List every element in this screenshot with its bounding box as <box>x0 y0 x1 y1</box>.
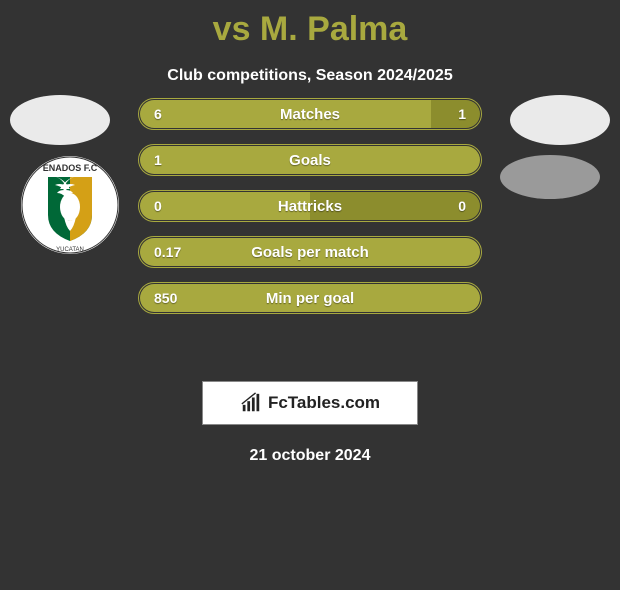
bar-chart-icon <box>240 392 262 414</box>
stat-row: 10Goals <box>140 146 480 174</box>
page-title: vs M. Palma <box>0 10 620 49</box>
bar-left: 0 <box>140 192 310 220</box>
venados-crest-icon: ENADOS F.C YUCATAN <box>20 155 120 255</box>
branding-badge: FcTables.com <box>202 381 418 425</box>
bar-right: 1 <box>431 100 480 128</box>
left-value: 1 <box>154 152 162 168</box>
bar-left: 0.17 <box>140 238 480 266</box>
right-value: 1 <box>458 106 466 122</box>
branding-text: FcTables.com <box>268 393 380 413</box>
bar-left: 850 <box>140 284 480 312</box>
stat-row: 61Matches <box>140 100 480 128</box>
crest-text: ENADOS F.C <box>43 163 98 173</box>
left-value: 0 <box>154 198 162 214</box>
stat-row: 0.17Goals per match <box>140 238 480 266</box>
left-club-crest: ENADOS F.C YUCATAN <box>20 155 120 255</box>
bar-right: 0 <box>310 192 480 220</box>
date-label: 21 october 2024 <box>0 447 620 465</box>
right-value: 0 <box>458 198 466 214</box>
left-player-avatar <box>10 95 110 145</box>
bar-left: 6 <box>140 100 431 128</box>
crest-subtext: YUCATAN <box>56 247 84 253</box>
left-value: 0.17 <box>154 244 181 260</box>
stat-row: 00Hattricks <box>140 192 480 220</box>
comparison-panel: ENADOS F.C YUCATAN 61Matches10Goals00Hat… <box>0 113 620 373</box>
subtitle: Club competitions, Season 2024/2025 <box>0 67 620 85</box>
bar-left: 1 <box>140 146 480 174</box>
stat-row: 850Min per goal <box>140 284 480 312</box>
stat-bars: 61Matches10Goals00Hattricks0.17Goals per… <box>140 100 480 330</box>
right-player-avatar <box>510 95 610 145</box>
right-club-placeholder <box>500 155 600 199</box>
left-value: 6 <box>154 106 162 122</box>
left-value: 850 <box>154 290 177 306</box>
